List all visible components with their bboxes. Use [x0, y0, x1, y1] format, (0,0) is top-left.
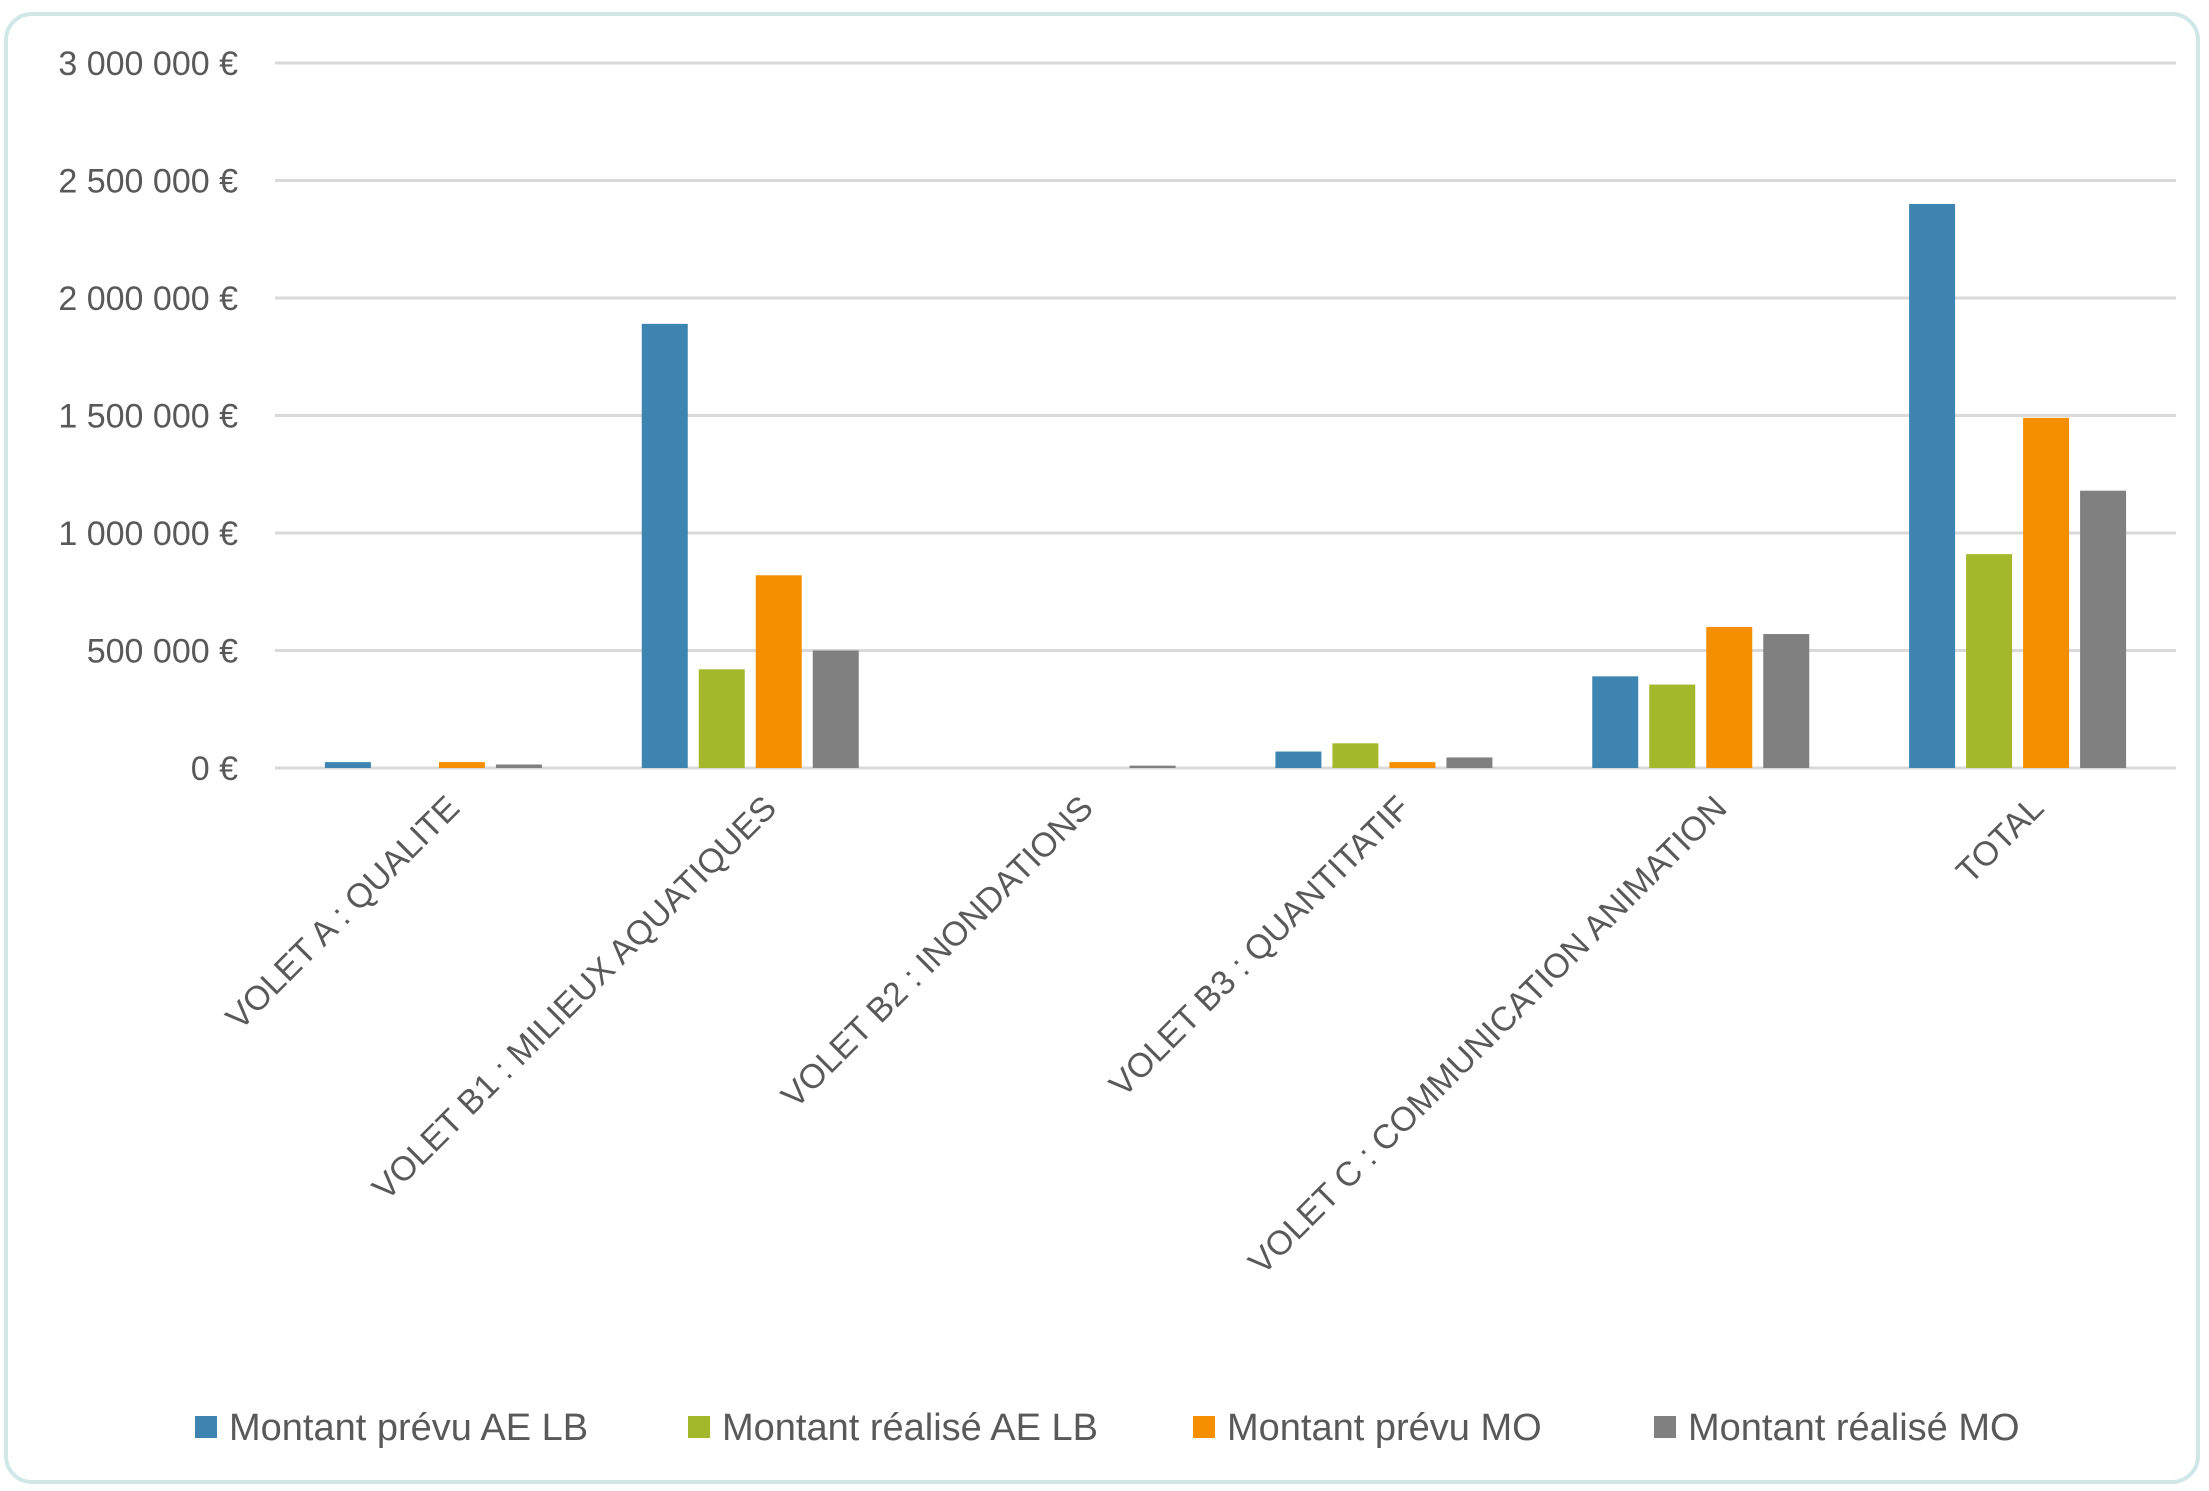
y-tick-label: 1 000 000 €	[58, 515, 238, 553]
legend-label: Montant réalisé MO	[1688, 1407, 2020, 1449]
bar	[1909, 204, 1956, 768]
bar	[495, 764, 542, 768]
bar	[755, 575, 802, 768]
legend-label: Montant prévu AE LB	[229, 1407, 588, 1449]
legend-swatch	[195, 1416, 217, 1438]
legend-swatch	[1193, 1416, 1215, 1438]
bar	[1275, 751, 1322, 768]
chart-frame	[4, 12, 2200, 1484]
y-axis-tick-labels: 0 € 500 000 € 1 000 000 € 1 500 000 € 2 000 …	[58, 45, 238, 788]
gridlines	[275, 61, 2176, 770]
bar	[1706, 627, 1753, 768]
bar	[438, 762, 485, 768]
bar	[1129, 765, 1176, 768]
category-label: VOLET B2 : INONDATIONS	[774, 789, 1101, 1116]
bar	[2080, 490, 2127, 768]
bar	[1592, 676, 1639, 768]
y-tick-label: 0 €	[191, 750, 238, 788]
legend-swatch	[1654, 1416, 1676, 1438]
category-label: VOLET B3 : QUANTITATIF	[1102, 789, 1417, 1104]
bar	[324, 762, 371, 768]
legend-label: Montant réalisé AE LB	[722, 1407, 1098, 1449]
bar	[1763, 634, 1810, 768]
bar	[1649, 684, 1696, 768]
y-tick-label: 3 000 000 €	[58, 45, 238, 83]
bar	[812, 650, 859, 768]
y-tick-label: 500 000 €	[87, 633, 238, 671]
bar	[698, 669, 745, 768]
legend-swatch	[688, 1416, 710, 1438]
bar	[2023, 417, 2070, 768]
y-tick-label: 2 500 000 €	[58, 163, 238, 201]
category-label: TOTAL	[1949, 789, 2051, 891]
bar	[1966, 554, 2013, 768]
category-label: VOLET C : COMMUNICATION ANIMATION	[1241, 789, 1734, 1282]
bar	[1332, 743, 1379, 768]
y-tick-label: 1 500 000 €	[58, 398, 238, 436]
bar	[1389, 762, 1436, 768]
category-label: VOLET A : QUALITE	[219, 789, 467, 1037]
legend-label: Montant prévu MO	[1227, 1407, 1542, 1449]
bar	[1446, 757, 1493, 768]
bar	[641, 323, 688, 768]
y-tick-label: 2 000 000 €	[58, 280, 238, 318]
legend: Montant prévu AE LB Montant réalisé AE LB…	[195, 1407, 2020, 1449]
bars	[324, 204, 2127, 768]
